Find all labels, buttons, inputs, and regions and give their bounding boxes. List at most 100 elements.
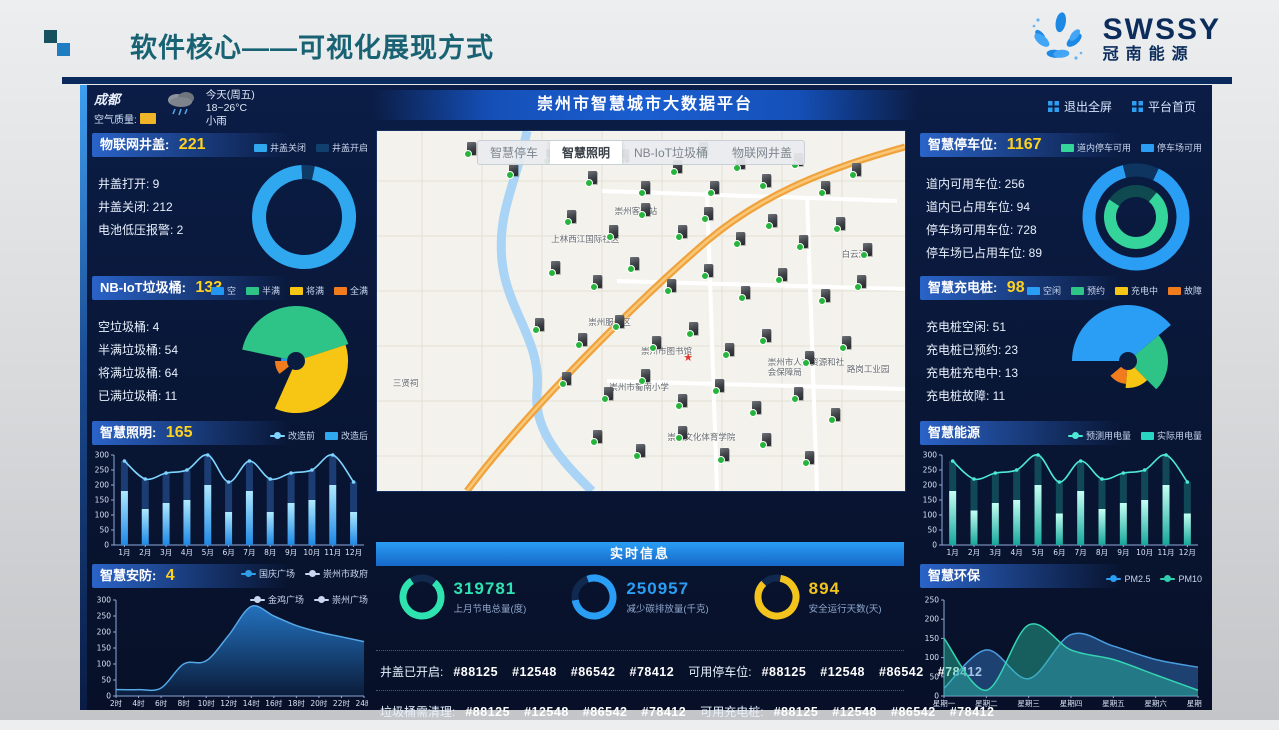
svg-text:3月: 3月 <box>989 548 1001 557</box>
map-device-marker[interactable] <box>574 332 587 349</box>
svg-text:5月: 5月 <box>1032 548 1044 557</box>
svg-text:200: 200 <box>925 615 940 624</box>
map-device-marker[interactable] <box>748 401 761 417</box>
map-device-marker[interactable] <box>722 343 735 360</box>
map-device-marker[interactable] <box>711 379 724 396</box>
panel-smart-energy: 智慧能源 预测用电量 实际用电量 0 50 100 150 200 250 300 1月 2月 3… <box>920 421 1202 561</box>
city-map[interactable]: 智慧停车 智慧照明 NB-IoT垃圾桶 物联网井盖 上林西江国际社区 崇州客运站白… <box>376 130 906 492</box>
platform-home-button[interactable]: 平台首页 <box>1131 98 1196 115</box>
tab-smart-lighting[interactable]: 智慧照明 <box>549 141 622 164</box>
map-device-marker[interactable] <box>775 267 788 284</box>
map-device-marker[interactable] <box>638 203 650 219</box>
svg-text:星期日: 星期日 <box>1187 699 1202 708</box>
map-device-marker[interactable] <box>564 210 577 227</box>
info-row: 垃圾桶需清理: #88125 #12548 #86542 #78412 可用充电… <box>376 690 994 730</box>
map-device-marker[interactable] <box>606 224 619 241</box>
map-device-marker[interactable] <box>717 447 730 464</box>
map-device-marker[interactable] <box>854 275 867 291</box>
svg-text:22时: 22时 <box>333 698 351 708</box>
map-device-marker[interactable] <box>638 368 650 385</box>
map-device-marker[interactable] <box>849 163 862 180</box>
map-device-marker[interactable] <box>801 451 814 468</box>
svg-text:10月: 10月 <box>303 548 320 557</box>
map-device-marker[interactable] <box>506 163 518 180</box>
tab-iot-manhole[interactable]: 物联网井盖 <box>732 146 793 160</box>
svg-text:2时: 2时 <box>110 698 123 708</box>
tab-smart-parking[interactable]: 智慧停车 <box>489 146 538 160</box>
panel-stats: 井盖打开: 9 井盖关闭: 212 电池低压报警: 2 <box>98 177 184 237</box>
legend-swatch <box>1140 144 1154 152</box>
map-star-marker: ★ <box>683 351 694 364</box>
legend-swatch <box>1060 144 1074 152</box>
energy-bar-line-chart: 0 50 100 150 200 250 300 1月 2月 3月 4月 5月 6月 7月 8月 9月 10月 1… <box>923 451 1198 557</box>
map-device-marker[interactable] <box>674 393 687 410</box>
map-device-marker[interactable] <box>548 260 561 277</box>
map-device-marker[interactable] <box>759 174 772 191</box>
svg-text:星期四: 星期四 <box>1060 699 1083 708</box>
legend-line-swatch <box>304 570 320 578</box>
map-device-marker[interactable] <box>590 275 603 291</box>
map-device-marker[interactable] <box>463 141 476 158</box>
svg-text:100: 100 <box>97 660 112 669</box>
svg-text:14时: 14时 <box>243 698 261 708</box>
svg-text:5月: 5月 <box>202 548 214 557</box>
map-river <box>496 131 596 491</box>
map-device-marker[interactable] <box>833 217 846 234</box>
map-device-marker[interactable] <box>664 278 677 295</box>
map-device-marker[interactable] <box>669 159 682 176</box>
map-device-marker[interactable] <box>859 242 872 259</box>
map-device-marker[interactable] <box>627 257 640 273</box>
weather-condition: 小雨 <box>205 115 227 128</box>
map-device-marker[interactable] <box>674 224 687 241</box>
map-device-marker[interactable] <box>759 433 772 450</box>
map-device-marker[interactable] <box>817 181 830 198</box>
map-device-marker[interactable] <box>590 429 603 446</box>
svg-text:7月: 7月 <box>243 548 255 557</box>
svg-text:0: 0 <box>932 541 937 550</box>
fullscreen-icon <box>1047 101 1059 112</box>
svg-text:星期五: 星期五 <box>1102 699 1125 708</box>
map-device-marker[interactable] <box>738 285 751 302</box>
legend-line-swatch <box>240 570 256 578</box>
svg-text:6时: 6时 <box>155 698 168 708</box>
map-device-marker[interactable] <box>601 386 614 403</box>
map-device-marker[interactable] <box>801 350 814 367</box>
map-device-marker[interactable] <box>791 386 804 403</box>
tab-nbiot-trash[interactable]: NB-IoT垃圾桶 <box>634 146 709 160</box>
map-device-marker[interactable] <box>764 213 777 230</box>
air-quality-label: 空气质量: <box>94 115 137 126</box>
map-device-marker[interactable] <box>706 181 719 198</box>
map-device-marker[interactable] <box>838 336 851 353</box>
map-device-marker[interactable] <box>733 231 746 248</box>
panel-value: 165 <box>165 424 193 441</box>
map-device-marker[interactable] <box>685 321 698 338</box>
svg-text:10月: 10月 <box>1136 548 1153 557</box>
stat-donut <box>399 574 444 620</box>
legend: 道内停车可用 停车场可用 <box>1060 136 1202 160</box>
map-device-marker[interactable] <box>759 329 772 345</box>
svg-text:8时: 8时 <box>177 698 190 708</box>
map-device-marker[interactable] <box>532 318 545 335</box>
map-device-marker[interactable] <box>558 372 571 389</box>
map-device-marker[interactable] <box>585 170 598 187</box>
exit-fullscreen-button[interactable]: 退出全屏 <box>1047 98 1112 115</box>
weather-widget: 成都 空气质量: 今天(周五) 18~26°C 小雨 <box>94 89 255 128</box>
legend-swatch <box>324 432 338 440</box>
map-device-marker[interactable] <box>648 336 661 353</box>
map-device-marker[interactable] <box>701 264 714 281</box>
map-place-label: 上林西江国际社区 <box>551 234 620 245</box>
map-place-label: 崇州服务区 <box>588 317 631 328</box>
map-device-marker[interactable] <box>632 444 645 461</box>
legend-line-swatch <box>249 596 265 604</box>
map-device-marker[interactable] <box>796 235 809 252</box>
map-device-marker[interactable] <box>817 289 830 306</box>
svg-text:250: 250 <box>925 596 940 605</box>
map-place-label: 崇州市图书馆 <box>641 346 693 356</box>
map-device-marker[interactable] <box>701 206 714 223</box>
map-device-marker[interactable] <box>611 314 624 331</box>
info-row: 井盖已开启: #88125 #12548 #86542 #78412 可用停车位… <box>376 650 982 690</box>
panel-header: 智慧照明: 165 改造前 改造后 <box>92 421 368 445</box>
map-device-marker[interactable] <box>638 181 650 198</box>
map-device-marker[interactable] <box>828 408 841 425</box>
map-device-marker[interactable] <box>674 426 687 443</box>
